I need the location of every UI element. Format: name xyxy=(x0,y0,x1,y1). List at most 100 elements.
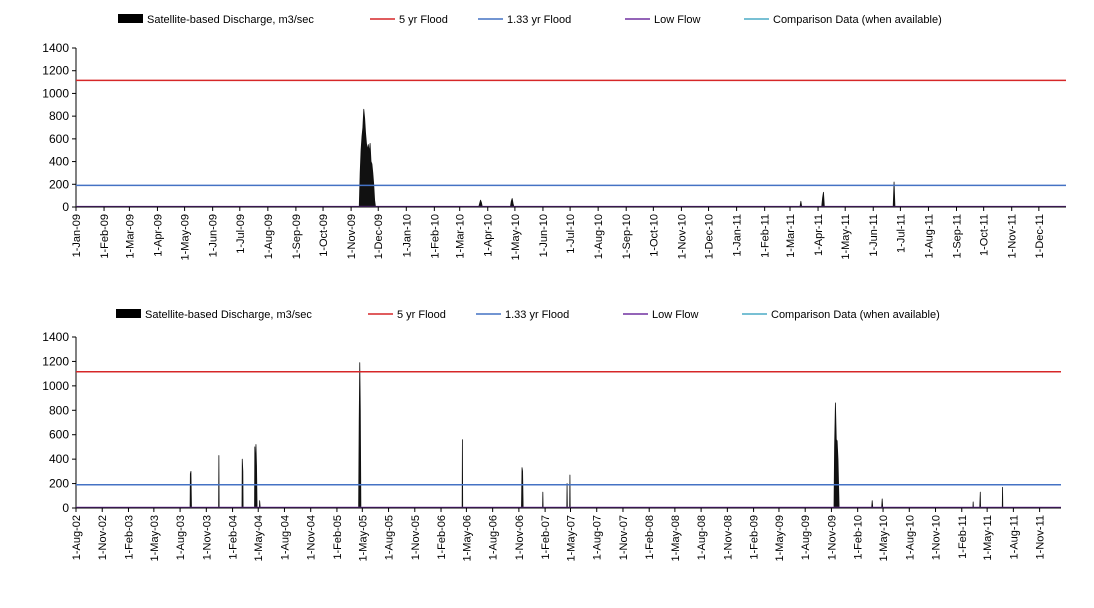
y-tick-label: 0 xyxy=(62,200,69,214)
x-tick-label: 1-Dec-10 xyxy=(704,214,716,259)
x-tick-label: 1-Feb-04 xyxy=(228,515,240,560)
chart-2: Satellite-based Discharge, m3/sec 5 yr Fl… xyxy=(42,309,1061,561)
legend-swatch xyxy=(118,14,143,23)
legend-item: Satellite-based Discharge, m3/sec xyxy=(116,309,312,321)
x-tick-label: 1-Feb-10 xyxy=(853,515,865,560)
x-tick-label: 1-Aug-11 xyxy=(1008,515,1020,559)
legend-label: Low Flow xyxy=(652,309,699,321)
x-tick-label: 1-Oct-09 xyxy=(318,214,330,257)
y-tick-label: 1000 xyxy=(42,379,69,393)
discharge-area xyxy=(189,362,1004,509)
x-axis: 1-Jan-09 1-Feb-09 1-Mar-09 1-Apr-09 1-May-09… xyxy=(71,206,1066,260)
y-tick-label: 800 xyxy=(49,403,69,417)
x-tick-label: 1-Aug-09 xyxy=(800,515,812,560)
legend-label: 1.33 yr Flood xyxy=(507,14,571,26)
legend-item: 5 yr Flood xyxy=(368,309,446,321)
legend-item: Low Flow xyxy=(625,14,701,26)
x-tick-label: 1-Nov-11 xyxy=(1007,214,1019,258)
y-tick-label: 0 xyxy=(62,501,69,515)
x-tick-label: 1-Jun-11 xyxy=(868,214,880,257)
x-tick-label: 1-Dec-11 xyxy=(1034,214,1046,258)
legend-item: 1.33 yr Flood xyxy=(478,14,571,26)
x-tick-label: 1-Feb-10 xyxy=(429,214,441,259)
x-tick-label: 1-Feb-09 xyxy=(99,214,111,259)
x-tick-label: 1-Jan-09 xyxy=(71,214,83,257)
x-tick-label: 1-Jun-09 xyxy=(208,214,220,257)
x-tick-label: 1-May-08 xyxy=(670,515,682,561)
x-tick-label: 1-Feb-09 xyxy=(749,515,761,560)
x-tick-label: 1-Nov-03 xyxy=(201,515,213,560)
legend: Satellite-based Discharge, m3/sec 5 yr Fl… xyxy=(116,309,940,321)
x-tick-label: 1-May-09 xyxy=(180,214,192,260)
legend-item: Comparison Data (when available) xyxy=(742,309,940,321)
y-tick-label: 400 xyxy=(49,155,69,169)
x-tick-label: 1-Feb-11 xyxy=(760,214,772,258)
legend-item: 1.33 yr Flood xyxy=(476,309,569,321)
x-tick-label: 1-Feb-07 xyxy=(540,515,552,560)
x-tick-label: 1-Mar-11 xyxy=(785,214,797,258)
x-tick-label: 1-Sep-09 xyxy=(291,214,303,259)
x-tick-label: 1-Jul-09 xyxy=(235,214,247,254)
chart-1: Satellite-based Discharge, m3/sec 5 yr Fl… xyxy=(42,14,1066,260)
x-tick-label: 1-Nov-09 xyxy=(826,515,838,560)
y-axis: 0 200 400 600 800 1000 1200 1400 xyxy=(42,41,77,214)
x-tick-label: 1-Feb-08 xyxy=(644,515,656,560)
x-tick-label: 1-Aug-08 xyxy=(696,515,708,560)
x-tick-label: 1-Sep-10 xyxy=(621,214,633,259)
x-tick-label: 1-Nov-11 xyxy=(1035,515,1047,559)
x-tick-label: 1-May-11 xyxy=(840,214,852,260)
x-tick-label: 1-Feb-05 xyxy=(332,515,344,560)
x-tick-label: 1-Feb-11 xyxy=(957,515,969,559)
legend-swatch xyxy=(116,309,141,318)
legend-label: 5 yr Flood xyxy=(397,309,446,321)
x-tick-label: 1-Oct-11 xyxy=(979,214,991,256)
legend-label: Low Flow xyxy=(654,14,701,26)
legend-label: Satellite-based Discharge, m3/sec xyxy=(147,14,314,26)
x-tick-label: 1-May-09 xyxy=(774,515,786,561)
y-axis: 0 200 400 600 800 1000 1200 1400 xyxy=(42,330,77,515)
y-tick-label: 400 xyxy=(49,452,69,466)
discharge-area xyxy=(358,108,896,208)
x-tick-label: 1-Nov-07 xyxy=(618,515,630,560)
x-tick-label: 1-Jan-11 xyxy=(732,214,744,257)
y-tick-label: 1200 xyxy=(42,354,69,368)
y-tick-label: 600 xyxy=(49,428,69,442)
x-tick-label: 1-Aug-10 xyxy=(593,214,605,259)
y-tick-label: 800 xyxy=(49,109,69,123)
x-tick-label: 1-Mar-10 xyxy=(455,214,467,259)
y-tick-label: 1200 xyxy=(42,64,69,78)
x-tick-label: 1-Oct-10 xyxy=(648,214,660,257)
y-tick-label: 1000 xyxy=(42,86,69,100)
y-tick-label: 600 xyxy=(49,132,69,146)
x-tick-label: 1-Nov-05 xyxy=(410,515,422,560)
x-tick-label: 1-Nov-04 xyxy=(306,515,318,560)
x-tick-label: 1-Feb-03 xyxy=(123,515,135,560)
legend-item: Satellite-based Discharge, m3/sec xyxy=(118,14,314,26)
x-tick-label: 1-Feb-06 xyxy=(436,515,448,560)
x-tick-label: 1-May-07 xyxy=(565,515,577,561)
x-tick-label: 1-Aug-10 xyxy=(904,515,916,560)
x-tick-label: 1-Aug-07 xyxy=(592,515,604,560)
x-tick-label: 1-May-06 xyxy=(461,515,473,561)
x-tick-label: 1-Apr-10 xyxy=(483,214,495,257)
legend-label: 5 yr Flood xyxy=(399,14,448,26)
x-tick-label: 1-Nov-02 xyxy=(97,515,109,560)
x-tick-label: 1-Apr-09 xyxy=(152,214,164,257)
x-tick-label: 1-Sep-11 xyxy=(952,214,964,258)
legend-item: Low Flow xyxy=(623,309,699,321)
x-tick-label: 1-Nov-09 xyxy=(346,214,358,259)
x-tick-label: 1-Aug-06 xyxy=(488,515,500,560)
x-tick-label: 1-Aug-09 xyxy=(263,214,275,259)
y-tick-label: 200 xyxy=(49,477,69,491)
y-tick-label: 200 xyxy=(49,177,69,191)
x-tick-label: 1-Jul-10 xyxy=(565,214,577,254)
legend-item: Comparison Data (when available) xyxy=(744,14,942,26)
x-tick-label: 1-May-10 xyxy=(510,214,522,260)
x-tick-label: 1-Jul-11 xyxy=(895,214,907,253)
x-tick-label: 1-Mar-09 xyxy=(124,214,136,259)
x-tick-label: 1-May-05 xyxy=(357,515,369,561)
x-tick-label: 1-Dec-09 xyxy=(373,214,385,259)
x-tick-label: 1-Nov-06 xyxy=(514,515,526,560)
legend-item: 5 yr Flood xyxy=(370,14,448,26)
